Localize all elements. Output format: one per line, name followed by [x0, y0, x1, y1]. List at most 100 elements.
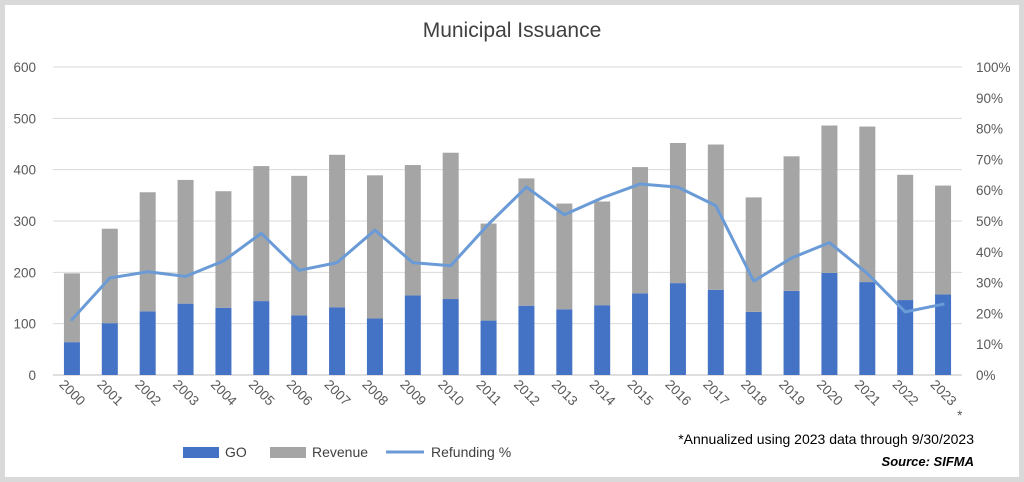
bar-go [594, 305, 611, 375]
bar-revenue [897, 174, 914, 301]
bar-revenue [177, 179, 194, 304]
legend-label-refunding: Refunding % [431, 444, 511, 460]
bar-revenue [669, 142, 686, 284]
bar-revenue [518, 178, 535, 306]
bar-go [859, 282, 876, 375]
bars [63, 125, 952, 375]
bar-revenue [404, 165, 421, 296]
y-left-tick-label: 100 [13, 317, 36, 332]
y-left-tick-label: 300 [13, 214, 36, 229]
x-tick-label: 2020 [814, 377, 846, 409]
x-tick-label: 2016 [662, 377, 694, 409]
bar-go [669, 283, 686, 375]
y-right-tick-label: 70% [976, 152, 1003, 167]
y-left-tick-label: 600 [13, 60, 36, 75]
bar-revenue [783, 156, 800, 291]
y-right-tick-label: 40% [976, 245, 1003, 260]
x-tick-label: 2004 [208, 377, 240, 409]
bar-go [215, 307, 232, 375]
bar-go [480, 320, 497, 375]
x-tick-label: 2013 [549, 377, 581, 409]
x-tick-label: 2002 [132, 377, 164, 409]
y-right-tick-label: 90% [976, 91, 1003, 106]
bar-go [518, 305, 535, 375]
bar-revenue [859, 126, 876, 283]
x-axis: 2000 2001 2002 2003 2004 2005 2006 2007 2008 2009… [56, 377, 963, 423]
right-axis: 0% 10% 20% 30% 40% 50% 60% 70% 80% 90% 100% [976, 60, 1011, 383]
legend-swatch-go [183, 447, 219, 458]
bar-revenue [139, 192, 156, 312]
bar-revenue [366, 175, 383, 319]
bar-revenue [632, 167, 649, 294]
bar-go [556, 309, 573, 375]
left-axis: 0 100 200 300 400 500 600 [13, 60, 36, 383]
legend-swatch-revenue [270, 447, 306, 458]
y-right-tick-label: 60% [976, 183, 1003, 198]
bar-go [442, 299, 459, 375]
x-tick-label: 2003 [170, 377, 202, 409]
y-right-tick-label: 80% [976, 122, 1003, 137]
x-tick-label: 2022 [890, 377, 922, 409]
y-right-tick-label: 30% [976, 276, 1003, 291]
bar-revenue [291, 175, 308, 316]
y-right-tick-label: 50% [976, 214, 1003, 229]
bar-go [253, 301, 270, 375]
bar-revenue [329, 154, 346, 308]
bar-go [404, 295, 421, 375]
bar-go [329, 307, 346, 375]
gridlines [53, 66, 962, 376]
bar-go [783, 290, 800, 375]
refunding-line [70, 182, 945, 322]
bar-revenue [745, 197, 762, 312]
bar-go [935, 294, 952, 375]
x-tick-label: 2019 [776, 377, 808, 409]
y-right-tick-label: 20% [976, 306, 1003, 321]
annotation-note: *Annualized using 2023 data through 9/30… [678, 431, 974, 447]
x-tick-label: 2018 [738, 377, 770, 409]
bar-go [897, 300, 914, 375]
bar-go [745, 311, 762, 375]
x-tick-label: 2011 [473, 377, 504, 408]
y-left-tick-label: 500 [13, 111, 36, 126]
bar-revenue [935, 185, 952, 295]
bar-go [177, 303, 194, 375]
annotation-source: Source: SIFMA [882, 454, 974, 469]
x-tick-label: 2012 [511, 377, 543, 409]
legend: GO Revenue Refunding % [183, 444, 511, 460]
bar-go [291, 315, 308, 375]
bar-revenue [480, 223, 497, 321]
bar-go [821, 272, 838, 375]
x-tick-label: 2005 [246, 377, 278, 409]
bar-go [63, 342, 80, 375]
x-tick-label: 2023 [928, 377, 960, 409]
legend-label-go: GO [225, 444, 247, 460]
bar-revenue [556, 203, 573, 310]
y-left-tick-label: 0 [28, 368, 36, 383]
bar-go [707, 289, 724, 375]
x-tick-label: 2006 [284, 377, 316, 409]
x-tick-label: 2021 [852, 377, 884, 409]
x-tick-label: 2015 [625, 377, 657, 409]
x-tick-label: 2009 [397, 377, 429, 409]
bar-revenue [63, 273, 80, 343]
y-left-tick-label: 200 [13, 265, 36, 280]
y-right-tick-label: 0% [976, 368, 996, 383]
bar-go [632, 293, 649, 375]
bar-go [139, 311, 156, 375]
bar-go [366, 318, 383, 375]
legend-label-revenue: Revenue [312, 444, 368, 460]
line-refunding-percent [70, 182, 945, 322]
bar-revenue [442, 152, 459, 300]
x-tick-label: 2010 [435, 377, 467, 409]
x-tick-label: 2007 [322, 377, 354, 409]
x-tick-label: 2017 [700, 377, 732, 409]
bar-revenue [594, 201, 611, 306]
bar-go [101, 323, 118, 375]
y-left-tick-label: 400 [13, 163, 36, 178]
y-right-tick-label: 100% [976, 60, 1011, 75]
x-tick-label: 2014 [587, 377, 619, 409]
bar-revenue [821, 125, 838, 273]
bar-revenue [101, 228, 118, 324]
